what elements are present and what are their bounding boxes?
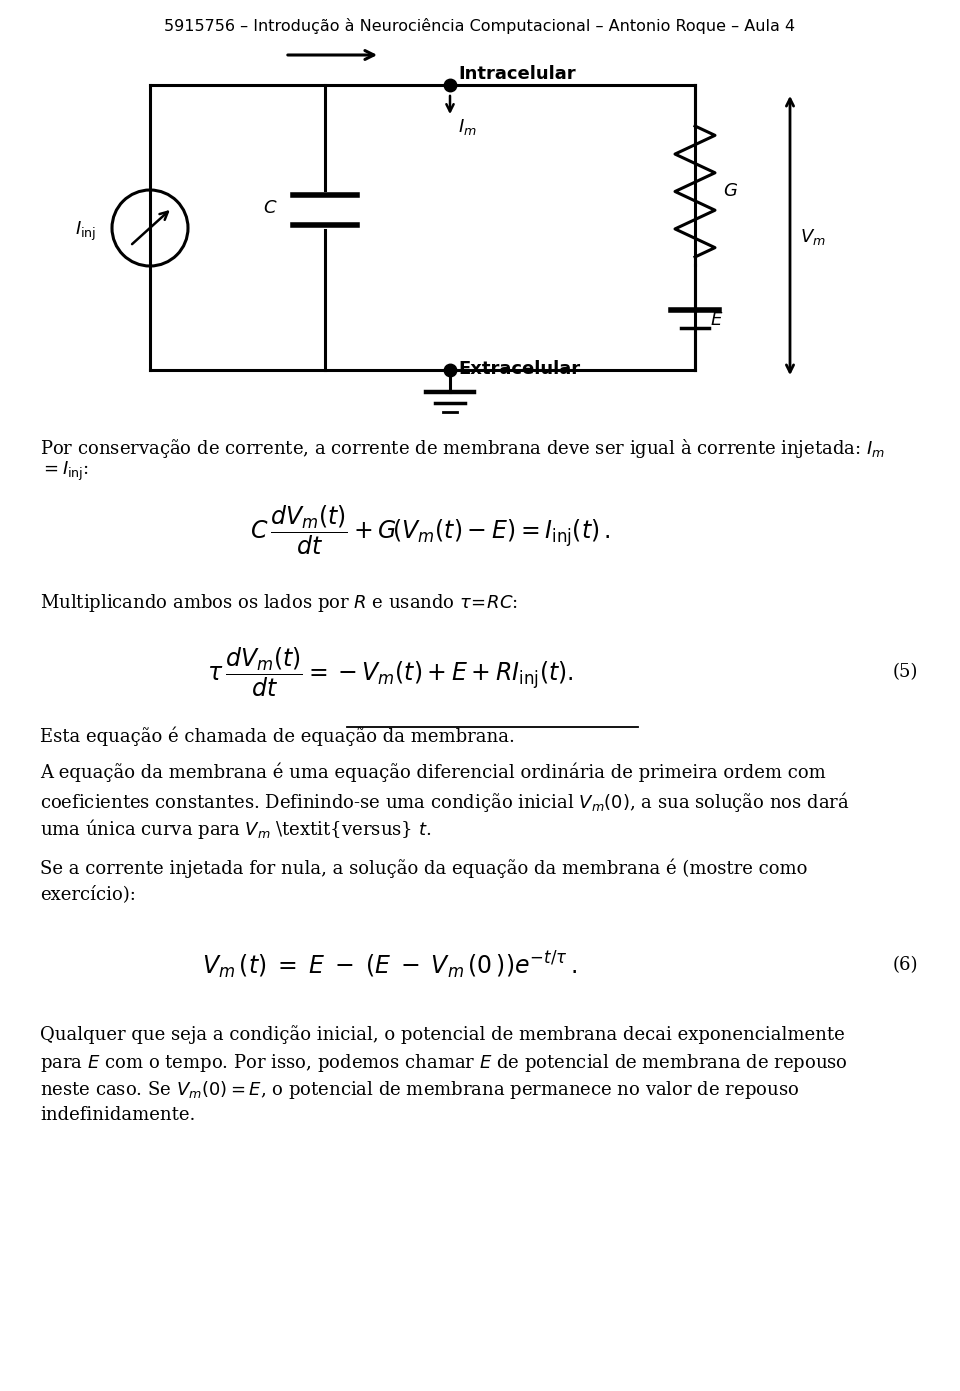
Text: $V_m$: $V_m$ (800, 227, 826, 248)
Text: $= I_{\rm inj}$:: $= I_{\rm inj}$: (40, 460, 89, 483)
Text: $C \, \dfrac{dV_m(t)}{dt} + G\!\left(V_m(t) - E\right) = I_{\rm inj}(t) \,.$: $C \, \dfrac{dV_m(t)}{dt} + G\!\left(V_m… (250, 504, 611, 556)
Text: uma única curva para $V_m$ \textit{versus} $t$.: uma única curva para $V_m$ \textit{versu… (40, 817, 431, 842)
Text: $\tau \, \dfrac{dV_m(t)}{dt} = -V_m(t) + E + RI_{\rm inj}(t).$: $\tau \, \dfrac{dV_m(t)}{dt} = -V_m(t) +… (206, 645, 573, 698)
Text: Multiplicando ambos os lados por $R$ e usando $\tau\!=\!RC$:: Multiplicando ambos os lados por $R$ e u… (40, 593, 518, 613)
Text: Qualquer que seja a condição inicial, o potencial de membrana decai exponencialm: Qualquer que seja a condição inicial, o … (40, 1025, 845, 1045)
Text: para $E$ com o tempo. Por isso, podemos chamar $E$ de potencial de membrana de r: para $E$ com o tempo. Por isso, podemos … (40, 1052, 848, 1074)
Text: 5915756 – Introdução à Neurociência Computacional – Antonio Roque – Aula 4: 5915756 – Introdução à Neurociência Comp… (164, 18, 796, 33)
Text: Por conservação de corrente, a corrente de membrana deve ser igual à corrente in: Por conservação de corrente, a corrente … (40, 437, 885, 460)
Text: $E$: $E$ (710, 312, 723, 330)
Text: $C$: $C$ (263, 199, 277, 217)
Text: Extracelular: Extracelular (458, 360, 580, 378)
Text: indefinidamente.: indefinidamente. (40, 1106, 196, 1124)
Text: Se a corrente injetada for nula, a solução da equação da membrana é (mostre como: Se a corrente injetada for nula, a soluç… (40, 858, 807, 878)
Text: Intracelular: Intracelular (458, 65, 576, 83)
Text: (6): (6) (893, 956, 918, 974)
Text: $V_m \, (t) \;=\; E \;-\; \left(E \;-\; V_m \,(0\,)\right) e^{-t/\tau} \,.$: $V_m \, (t) \;=\; E \;-\; \left(E \;-\; … (203, 949, 578, 981)
Text: exercício):: exercício): (40, 885, 136, 903)
Text: (5): (5) (893, 664, 918, 682)
Text: $I_m$: $I_m$ (458, 117, 477, 136)
Text: Esta equação é chamada de equação da membrana.: Esta equação é chamada de equação da mem… (40, 726, 515, 746)
Text: coeficientes constantes. Definindo-se uma condição inicial $V_m(0)$, a sua soluç: coeficientes constantes. Definindo-se um… (40, 790, 850, 814)
Text: neste caso. Se $V_m(0) = E$, o potencial de membrana permanece no valor de repou: neste caso. Se $V_m(0) = E$, o potencial… (40, 1079, 799, 1102)
Text: $I_{\rm inj}$: $I_{\rm inj}$ (75, 220, 96, 242)
Text: A equação da membrana é uma equação diferencial ordinária de primeira ordem com: A equação da membrana é uma equação dife… (40, 764, 826, 783)
Text: $G$: $G$ (723, 182, 738, 200)
